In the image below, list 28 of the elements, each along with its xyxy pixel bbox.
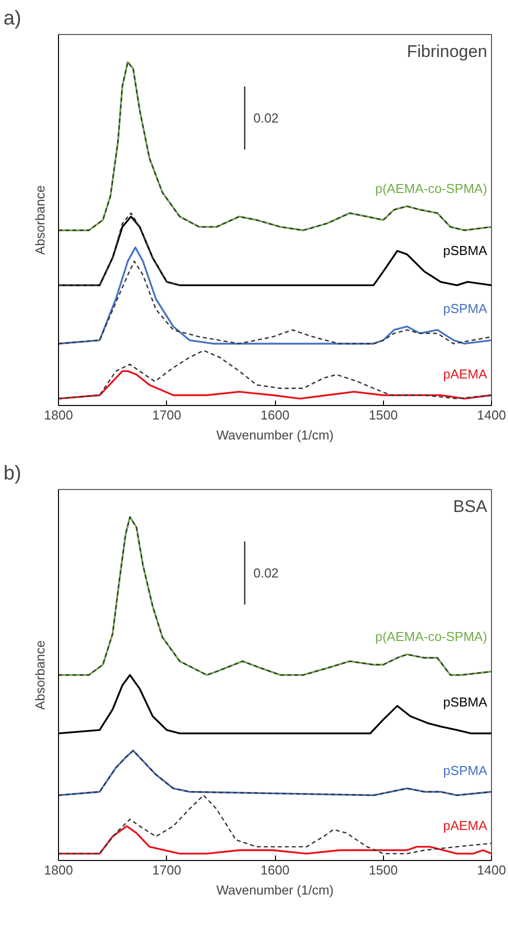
chart-subtitle: BSA	[453, 496, 488, 516]
x-tick-label: 1800	[44, 862, 73, 878]
x-tick-label: 1700	[152, 408, 182, 422]
x-tick-label: 1600	[260, 862, 290, 878]
series-label: pAEMA	[443, 818, 488, 834]
x-tick-label: 1600	[260, 408, 290, 422]
series-label: pSBMA	[443, 694, 488, 710]
chart-title: a)	[4, 8, 22, 30]
series-label: pSPMA	[443, 763, 488, 778]
x-tick-label: 1800	[44, 408, 73, 422]
x-axis-title: Wavenumber (1/cm)	[216, 882, 334, 898]
annotation: 0.02	[253, 110, 279, 126]
x-tick-label: 1400	[477, 408, 506, 422]
x-tick-label: 1400	[477, 862, 506, 878]
x-axis-title: Wavenumber (1/cm)	[216, 428, 334, 442]
chart-title: b)	[4, 462, 22, 484]
series-label: p(AEMA-co-SPMA)	[375, 629, 488, 644]
series-label: pSBMA	[443, 242, 488, 258]
y-axis-title: Absorbance	[32, 640, 48, 710]
series-label: p(AEMA-co-SPMA)	[375, 180, 488, 196]
x-tick-label: 1500	[368, 408, 398, 422]
annotation: 0.02	[253, 565, 279, 580]
y-axis-title: Absorbance	[32, 185, 48, 255]
series-label: pAEMA	[443, 366, 488, 382]
series-label: pSPMA	[443, 301, 488, 316]
chart-subtitle: Fibrinogen	[406, 42, 488, 61]
x-tick-label: 1500	[368, 862, 398, 878]
x-tick-label: 1700	[152, 862, 182, 878]
